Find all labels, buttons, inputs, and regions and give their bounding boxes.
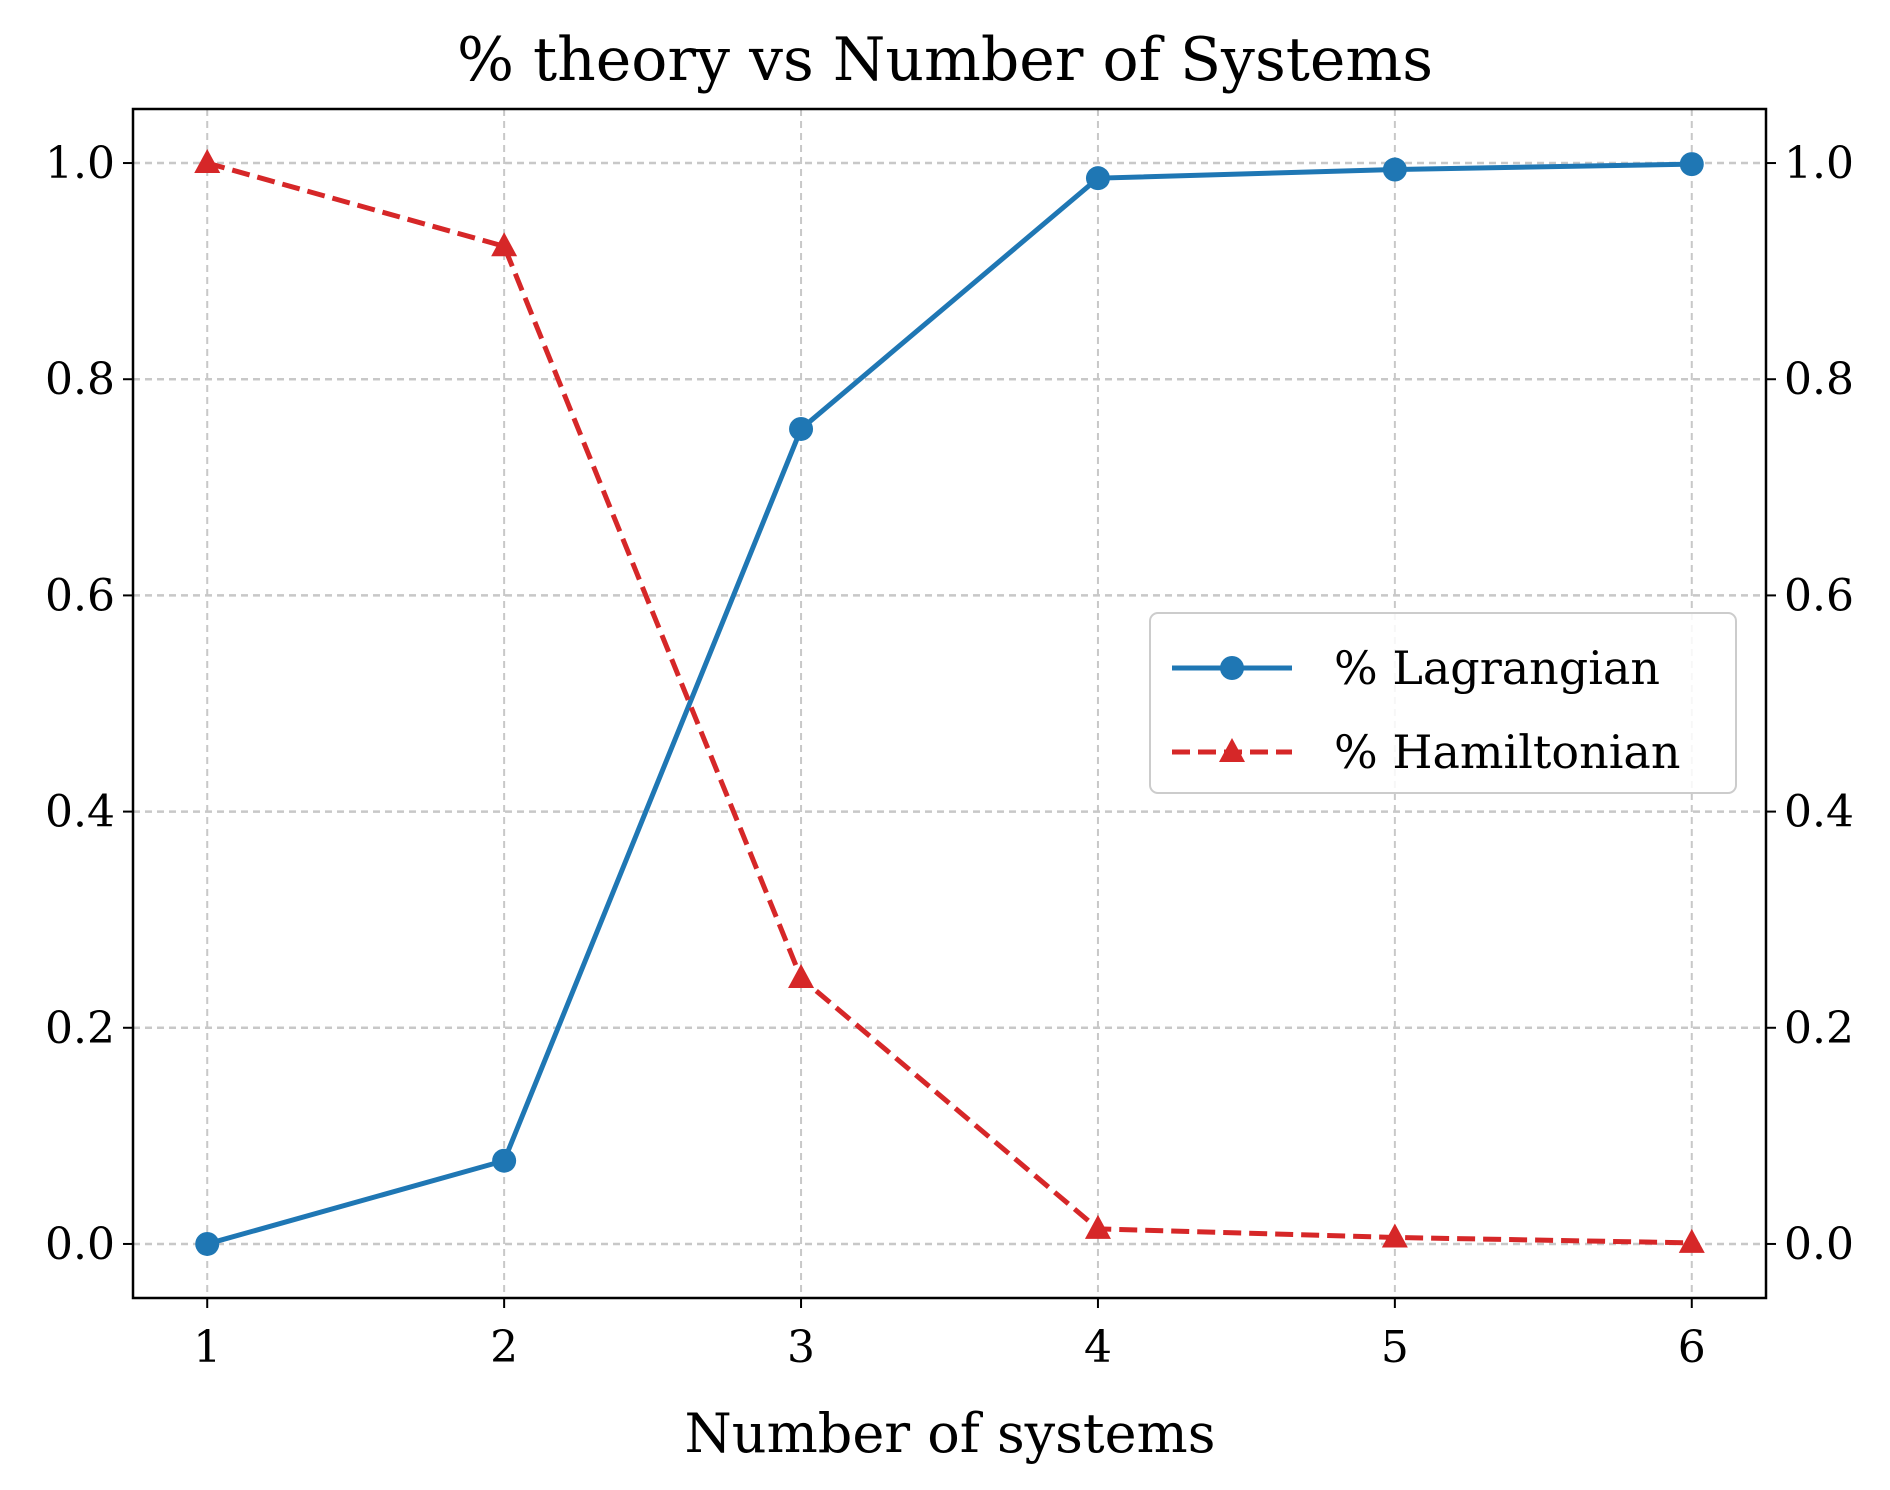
- series-layer: [194, 149, 1705, 1256]
- plot-frame: [131, 107, 1768, 1300]
- x-tick-label: 3: [787, 1322, 815, 1373]
- data-point: [1381, 1223, 1408, 1248]
- data-point: [1679, 152, 1704, 177]
- y-tick-label: 0.8: [45, 354, 115, 405]
- data-point: [788, 964, 815, 989]
- x-tick-label: 4: [1084, 1322, 1112, 1373]
- right-y-tick-label: 0.4: [1784, 787, 1854, 838]
- data-point: [195, 1231, 220, 1256]
- right-y-tick-label: 0.2: [1784, 1003, 1854, 1054]
- right-y-tick-label: 0.0: [1784, 1219, 1854, 1270]
- data-point: [789, 416, 814, 441]
- x-tick-label: 6: [1678, 1322, 1706, 1373]
- y-tick-label: 0.6: [45, 570, 115, 621]
- y-tick-label: 0.2: [45, 1003, 115, 1054]
- y-tick-label: 0.0: [45, 1219, 115, 1270]
- data-point: [1085, 166, 1110, 191]
- x-tick-label: 2: [490, 1322, 518, 1373]
- legend-entry: % Lagrangian: [1172, 641, 1660, 695]
- data-point: [492, 1148, 517, 1173]
- data-point: [491, 232, 518, 257]
- right-y-tick-label: 0.6: [1784, 570, 1854, 621]
- y-tick-label: 0.4: [45, 787, 115, 838]
- ticks: 1 2 3 4 5 6 0.0 0.0 0.2 0.2 0.4 0.4 0.6 0.6 0.8 0.8 1.0 1…: [45, 138, 1854, 1373]
- series-lagrangian: [195, 152, 1704, 1256]
- legend: % Lagrangian % Hamiltonian: [1149, 612, 1737, 794]
- y-tick-label: 1.0: [45, 138, 115, 189]
- data-point: [1220, 656, 1244, 680]
- legend-box: [1149, 612, 1737, 794]
- series-hamiltonian: [194, 149, 1705, 1253]
- data-point: [1084, 1214, 1111, 1239]
- x-tick-label: 1: [193, 1322, 221, 1373]
- chart-title: % theory vs Number of Systems: [457, 25, 1433, 95]
- data-point: [1219, 738, 1245, 762]
- right-y-tick-label: 0.8: [1784, 354, 1854, 405]
- data-point: [1678, 1228, 1705, 1253]
- legend-label: % Hamiltonian: [1334, 725, 1680, 779]
- data-point: [194, 149, 221, 174]
- legend-entry: % Hamiltonian: [1172, 725, 1680, 779]
- right-y-tick-label: 1.0: [1784, 138, 1854, 189]
- legend-label: % Lagrangian: [1334, 641, 1660, 695]
- x-axis-label: Number of systems: [685, 1402, 1216, 1465]
- series-line: [206, 160, 1692, 1246]
- x-tick-label: 5: [1381, 1322, 1409, 1373]
- series-line: [206, 161, 1692, 1247]
- data-point: [1382, 157, 1407, 182]
